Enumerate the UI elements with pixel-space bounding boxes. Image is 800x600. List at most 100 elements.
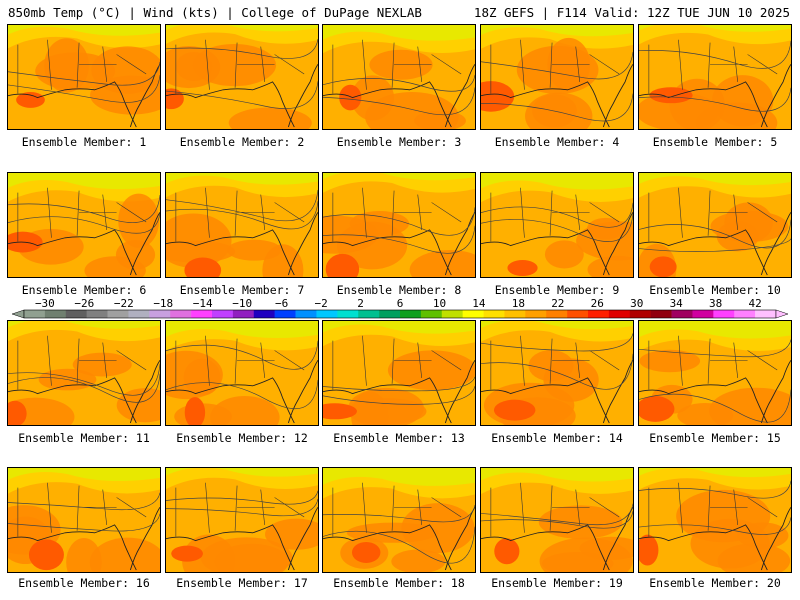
- header-right-title: 18Z GEFS | F114 Valid: 12Z TUE JUN 10 20…: [473, 5, 790, 20]
- colorbar-segment: [588, 310, 610, 318]
- temperature-colorbar: −30 −26 −22 −18 −14 −10 −6 −2 2 6 10 14 18 22 26 30 34 38…: [10, 297, 790, 321]
- ensemble-member-map: [480, 24, 634, 130]
- colorbar-segment: [212, 310, 234, 318]
- colorbar-segment: [713, 310, 735, 318]
- colorbar-tick-label: −10: [232, 297, 252, 310]
- colorbar-tick-label: −22: [114, 297, 134, 310]
- ensemble-member-map: [638, 24, 792, 130]
- colorbar-segment: [755, 310, 777, 318]
- colorbar-segment: [337, 310, 359, 318]
- ensemble-member-map: [638, 467, 792, 573]
- colorbar-tick-label: 22: [551, 297, 564, 310]
- colorbar-segment: [44, 310, 67, 318]
- colorbar-segment: [379, 310, 401, 318]
- ensemble-member-label: Ensemble Member: 14: [491, 431, 623, 445]
- colorbar-tick-label: −30: [35, 297, 55, 310]
- ensemble-member-label: Ensemble Member: 7: [179, 283, 305, 297]
- ensemble-member-map: [7, 24, 161, 130]
- ensemble-member-label: Ensemble Member: 20: [649, 576, 781, 590]
- ensemble-member-label: Ensemble Member: 9: [494, 283, 620, 297]
- colorbar-tick-label: −2: [314, 297, 327, 310]
- colorbar-segment: [358, 310, 380, 318]
- colorbar-segment: [253, 310, 275, 318]
- colorbar-segment: [149, 310, 171, 318]
- colorbar-tick-label: −14: [193, 297, 213, 310]
- colorbar-segment: [400, 310, 422, 318]
- ensemble-member-label: Ensemble Member: 1: [21, 135, 147, 149]
- colorbar-segment: [608, 310, 631, 318]
- colorbar-tick-label: −6: [275, 297, 288, 310]
- ensemble-member-label: Ensemble Member: 8: [336, 283, 462, 297]
- colorbar-segment: [170, 310, 192, 318]
- ensemble-member-map: [322, 172, 476, 278]
- colorbar-segment: [232, 310, 255, 318]
- colorbar-right-arrow: [775, 309, 789, 319]
- colorbar-left-arrow: [11, 309, 25, 319]
- colorbar-tick-label: 6: [397, 297, 404, 310]
- ensemble-member-map: [165, 320, 319, 426]
- colorbar-segment: [441, 310, 463, 318]
- ensemble-member-map: [322, 320, 476, 426]
- colorbar-tick-label: −26: [74, 297, 94, 310]
- ensemble-member-label: Ensemble Member: 6: [21, 283, 147, 297]
- colorbar-segment: [567, 310, 589, 318]
- colorbar-segment: [671, 310, 693, 318]
- ensemble-member-label: Ensemble Member: 15: [649, 431, 781, 445]
- colorbar-segment: [316, 310, 338, 318]
- colorbar-tick-label: 38: [709, 297, 722, 310]
- colorbar-segment: [629, 310, 651, 318]
- colorbar-segment: [65, 310, 87, 318]
- colorbar-segment: [650, 310, 672, 318]
- colorbar-tick-label: 14: [472, 297, 486, 310]
- colorbar-segment: [274, 310, 296, 318]
- ensemble-member-map: [165, 24, 319, 130]
- ensemble-member-map: [165, 172, 319, 278]
- ensemble-member-map: [480, 320, 634, 426]
- ensemble-member-map: [638, 320, 792, 426]
- ensemble-member-label: Ensemble Member: 4: [494, 135, 620, 149]
- colorbar-segment: [191, 310, 213, 318]
- colorbar-segment: [504, 310, 526, 318]
- colorbar-segment: [295, 310, 317, 318]
- colorbar-segment: [128, 310, 150, 318]
- colorbar-segment: [734, 310, 756, 318]
- colorbar-tick-label: −18: [153, 297, 173, 310]
- ensemble-member-label: Ensemble Member: 17: [176, 576, 308, 590]
- colorbar-segment: [483, 310, 505, 318]
- ensemble-member-label: Ensemble Member: 2: [179, 135, 305, 149]
- colorbar-segment: [107, 310, 129, 318]
- colorbar-segment: [692, 310, 714, 318]
- ensemble-member-label: Ensemble Member: 5: [652, 135, 778, 149]
- ensemble-member-map: [165, 467, 319, 573]
- colorbar-tick-label: 34: [670, 297, 684, 310]
- colorbar-segment: [86, 310, 108, 318]
- colorbar-segment: [462, 310, 484, 318]
- colorbar-segment: [24, 310, 46, 318]
- colorbar-segment: [525, 310, 547, 318]
- colorbar-tick-label: 10: [433, 297, 446, 310]
- colorbar-segment: [420, 310, 443, 318]
- ensemble-member-map: [7, 467, 161, 573]
- ensemble-member-map: [480, 467, 634, 573]
- header-left-title: 850mb Temp (°C) | Wind (kts) | College o…: [8, 5, 422, 20]
- ensemble-member-map: [7, 172, 161, 278]
- ensemble-member-map: [7, 320, 161, 426]
- colorbar-tick-label: 2: [357, 297, 364, 310]
- ensemble-member-map: [322, 24, 476, 130]
- ensemble-member-map: [480, 172, 634, 278]
- colorbar-tick-label: 42: [748, 297, 761, 310]
- ensemble-member-map: [638, 172, 792, 278]
- ensemble-member-label: Ensemble Member: 3: [336, 135, 462, 149]
- ensemble-member-label: Ensemble Member: 10: [649, 283, 781, 297]
- ensemble-member-label: Ensemble Member: 18: [333, 576, 465, 590]
- colorbar-segment: [546, 310, 568, 318]
- colorbar-tick-label: 26: [591, 297, 604, 310]
- ensemble-member-label: Ensemble Member: 16: [18, 576, 150, 590]
- ensemble-member-label: Ensemble Member: 19: [491, 576, 623, 590]
- ensemble-member-map: [322, 467, 476, 573]
- ensemble-member-label: Ensemble Member: 12: [176, 431, 308, 445]
- colorbar-tick-label: 30: [630, 297, 643, 310]
- ensemble-member-label: Ensemble Member: 11: [18, 431, 150, 445]
- ensemble-member-label: Ensemble Member: 13: [333, 431, 465, 445]
